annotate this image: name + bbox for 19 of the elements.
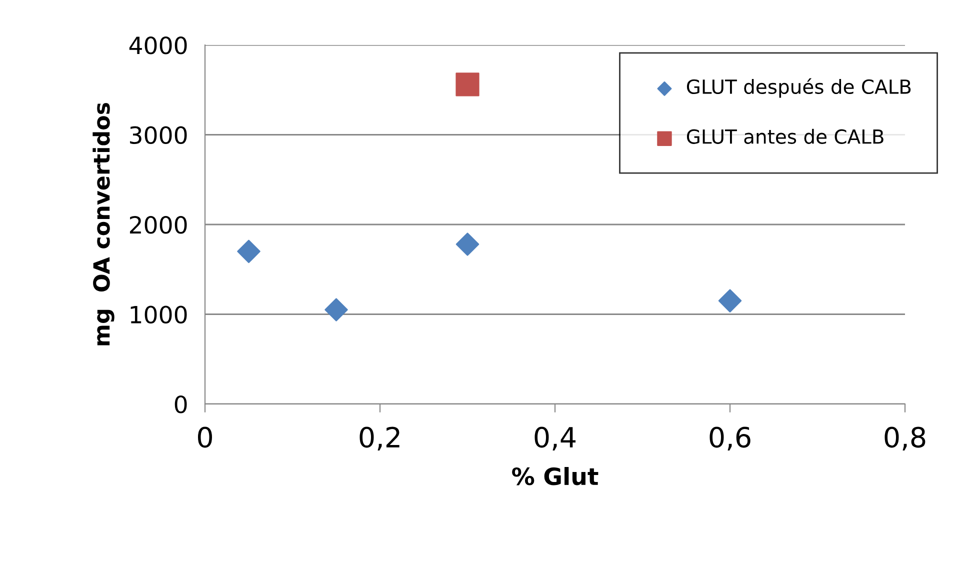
x-tick-label: 0	[198, 426, 212, 448]
point	[456, 232, 480, 256]
x-tick-label: 0,8	[884, 426, 926, 451]
y-axis-title: mg OA convertidos	[92, 102, 114, 346]
point	[324, 298, 348, 322]
point	[456, 72, 480, 96]
point	[718, 289, 742, 312]
y-tick-label: 1000	[130, 306, 187, 324]
legend-label: GLUT después de CALB	[686, 78, 911, 98]
x-axis-title: % Glut	[512, 466, 598, 486]
y-tick-label: 2000	[130, 216, 187, 234]
legend-label: GLUT antes de CALB	[686, 128, 884, 144]
point	[237, 240, 260, 264]
x-tick-label: 0,6	[710, 426, 750, 451]
y-tick-label: 3000	[130, 126, 187, 144]
x-tick-label: 0,2	[360, 426, 400, 451]
y-tick-label: 4000	[129, 36, 187, 54]
x-tick-label: 0,4	[534, 426, 576, 451]
y-tick-label: 0	[174, 395, 187, 414]
